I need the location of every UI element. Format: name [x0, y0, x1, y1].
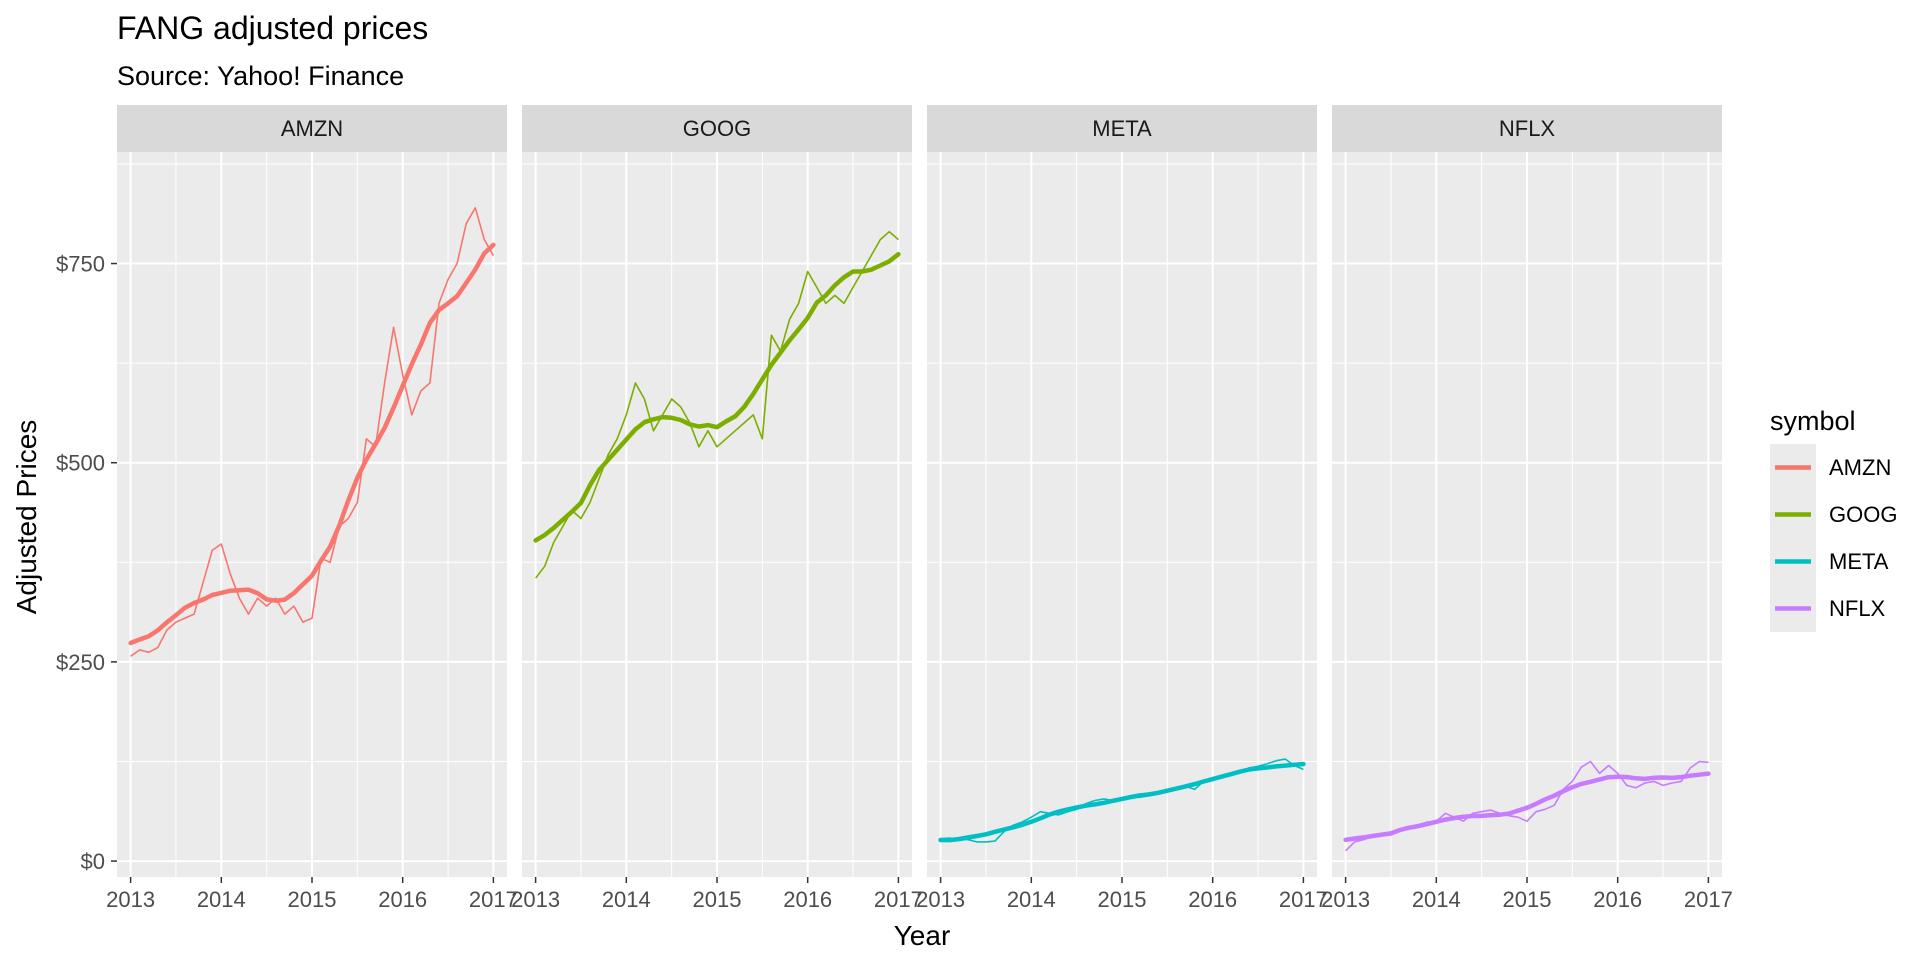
- legend-label: META: [1829, 549, 1889, 574]
- facet-strip-label: NFLX: [1499, 116, 1556, 141]
- x-tick-label: 2016: [783, 887, 832, 912]
- x-tick-label: 2017: [1279, 887, 1328, 912]
- x-tick-label: 2013: [106, 887, 155, 912]
- facet-strip-label: AMZN: [281, 116, 343, 141]
- legend-label: GOOG: [1829, 502, 1897, 527]
- x-tick-label: 2015: [1503, 887, 1552, 912]
- x-tick-label: 2014: [1007, 887, 1056, 912]
- x-tick-label: 2014: [1412, 887, 1461, 912]
- y-tick-label: $750: [56, 252, 105, 277]
- chart-title: FANG adjusted prices: [117, 10, 428, 46]
- x-tick-label: 2013: [1321, 887, 1370, 912]
- legend: symbol AMZN GOOG META NFLX: [1770, 406, 1897, 632]
- facet-panel-nflx: NFLX 2013 2014 2015 2016 2017: [1321, 105, 1733, 912]
- facet-panels: AMZN 2013 2014 2015 2016 2017 GOOG 2013 2014 2015…: [106, 105, 1733, 912]
- y-tick-label: $0: [81, 849, 105, 874]
- x-tick-label: 2013: [916, 887, 965, 912]
- facet-strip: [522, 105, 912, 152]
- trend-line-nflx: [1343, 771, 1711, 843]
- facet-panel-goog: GOOG 2013 2014 2015 2016 2017: [511, 105, 923, 912]
- trend-line-meta: [938, 761, 1306, 843]
- x-tick-label: 2017: [874, 887, 923, 912]
- x-tick-label: 2013: [511, 887, 560, 912]
- x-tick-label: 2016: [1593, 887, 1642, 912]
- x-tick-label: 2017: [1684, 887, 1733, 912]
- x-axis-title: Year: [894, 920, 951, 951]
- legend-label: AMZN: [1829, 455, 1891, 480]
- y-axis: $0 $250 $500 $750: [56, 252, 117, 874]
- facet-strip: [1332, 105, 1722, 152]
- facet-strip-label: GOOG: [683, 116, 751, 141]
- facet-strip: [927, 105, 1317, 152]
- facet-panel-amzn: AMZN 2013 2014 2015 2016 2017: [106, 105, 518, 912]
- x-tick-label: 2014: [197, 887, 246, 912]
- facet-strip-label: META: [1092, 116, 1152, 141]
- x-tick-label: 2017: [469, 887, 518, 912]
- x-tick-label: 2015: [1098, 887, 1147, 912]
- y-tick-label: $250: [56, 650, 105, 675]
- series-line-goog: [534, 230, 899, 579]
- trend-line-goog: [533, 251, 901, 543]
- y-axis-title: Adjusted Prices: [11, 420, 42, 615]
- y-tick-label: $500: [56, 451, 105, 476]
- legend-label: NFLX: [1829, 596, 1886, 621]
- trend-line-amzn: [128, 242, 496, 646]
- chart-subtitle: Source: Yahoo! Finance: [117, 61, 404, 91]
- facet-panel-meta: META 2013 2014 2015 2016 2017: [916, 105, 1328, 912]
- series-line-amzn: [130, 207, 495, 657]
- x-tick-label: 2014: [602, 887, 651, 912]
- x-tick-label: 2016: [378, 887, 427, 912]
- x-tick-label: 2015: [693, 887, 742, 912]
- x-tick-label: 2016: [1188, 887, 1237, 912]
- legend-title: symbol: [1770, 406, 1856, 436]
- x-tick-label: 2015: [288, 887, 337, 912]
- facet-strip: [117, 105, 507, 152]
